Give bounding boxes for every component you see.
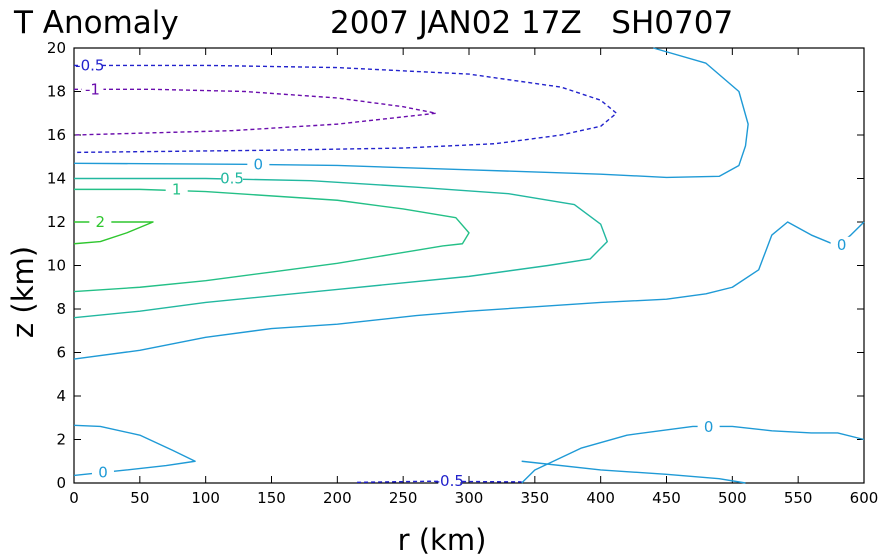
contour-lines: -0.5 -1 0 0 0.5 1 2 0 0 -0.5 [73, 47, 865, 490]
x-tick-label: 450 [652, 489, 681, 507]
x-tick-label: 250 [389, 489, 418, 507]
y-tick-label: 14 [47, 170, 66, 188]
contour-label: -0.5 [435, 472, 464, 490]
contour-label-bg [78, 57, 101, 74]
contour-label: 0 [254, 155, 264, 173]
contour-label-bg [438, 472, 461, 489]
contour-plus-2 [73, 221, 154, 245]
contour-plus-0p5 [73, 177, 608, 319]
x-axis-label: r (km) [398, 523, 487, 557]
contour-upper-minus-0p5 [73, 64, 618, 154]
contour-zero-bottom-right [521, 425, 865, 484]
contour-label-bg [91, 464, 114, 481]
contour-label: 0 [704, 418, 714, 436]
y-tick-label: 4 [56, 387, 66, 405]
contour-label-bg [247, 156, 270, 173]
x-tick-label: 0 [69, 489, 79, 507]
x-tick-label: 550 [784, 489, 813, 507]
contour-zero-lower [73, 221, 865, 360]
x-tick-label: 150 [257, 489, 286, 507]
contour-bottom-minus-0p5 [357, 480, 522, 484]
contour-label: 2 [96, 213, 106, 231]
x-tick-label: 200 [323, 489, 352, 507]
contour-zero-bottom-right-inner [521, 460, 746, 484]
contour-label: -0.5 [75, 56, 104, 74]
contour-plus-1 [73, 188, 470, 293]
contour-label: -1 [85, 80, 100, 98]
x-tick-label: 100 [191, 489, 220, 507]
y-tick-label: 6 [56, 344, 66, 362]
x-tick-label: 300 [455, 489, 484, 507]
contour-label-bg [221, 170, 243, 187]
x-tick-label: 400 [586, 489, 615, 507]
contour-label-bg [165, 181, 188, 198]
x-tick-label: 50 [130, 489, 149, 507]
contour-zero-bottom-left [73, 424, 196, 477]
contour-label: 0.5 [220, 170, 244, 188]
contour-label-bg [81, 81, 104, 98]
x-axis: 0 50 100 150 200 250 300 350 400 450 500 550 600 [69, 48, 878, 507]
y-tick-label: 20 [47, 39, 66, 57]
y-axis-label: z (km) [6, 246, 40, 338]
contour-zero-outer [73, 47, 749, 179]
y-tick-label: 10 [47, 257, 66, 275]
contour-label-bg [89, 214, 112, 230]
contour-label-bg [697, 418, 720, 435]
y-tick-label: 8 [56, 300, 66, 318]
contour-upper-minus-1 [73, 88, 437, 136]
x-tick-label: 600 [850, 489, 879, 507]
contour-label: 1 [172, 180, 182, 198]
chart-title-right: 2007 JAN02 17Z SH0707 [330, 5, 733, 41]
chart-title-left: T Anomaly [13, 5, 179, 41]
y-tick-label: 0 [56, 474, 66, 492]
y-tick-label: 16 [47, 126, 66, 144]
x-tick-label: 350 [521, 489, 550, 507]
y-tick-label: 12 [47, 213, 66, 231]
contour-label: 0 [98, 464, 108, 482]
x-tick-label: 500 [718, 489, 747, 507]
contour-label-bg [830, 236, 853, 253]
y-tick-label: 18 [47, 83, 66, 101]
y-tick-label: 2 [56, 431, 66, 449]
contour-label: 0 [837, 236, 847, 254]
